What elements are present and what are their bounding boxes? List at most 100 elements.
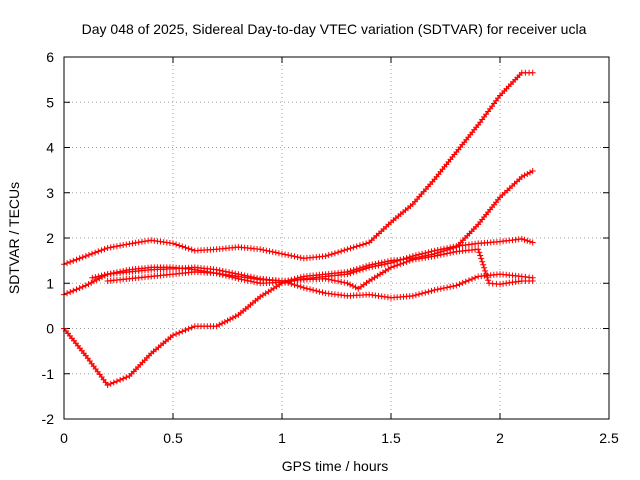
- data-point-marker: [409, 292, 416, 299]
- data-point-marker: [437, 285, 444, 292]
- data-point-marker: [472, 274, 479, 281]
- data-point-marker: [263, 247, 270, 254]
- data-point-marker: [79, 283, 86, 290]
- data-point-marker: [92, 249, 99, 256]
- data-point-marker: [70, 287, 77, 294]
- data-point-marker: [188, 246, 195, 253]
- data-point-marker: [297, 254, 304, 261]
- data-point-marker: [319, 289, 326, 296]
- y-tick-label: 3: [46, 185, 54, 201]
- x-tick-label: 1.5: [381, 430, 401, 446]
- data-point-marker: [73, 286, 80, 293]
- data-point-marker: [88, 279, 95, 286]
- y-tick-label: 0: [46, 321, 54, 337]
- data-point-marker: [107, 244, 114, 251]
- data-point-marker: [369, 263, 376, 270]
- data-point-marker: [403, 258, 410, 265]
- series-trace-5: [104, 246, 536, 292]
- data-point-marker: [462, 278, 469, 285]
- data-point-marker: [325, 252, 332, 259]
- data-point-marker: [524, 171, 531, 177]
- data-point-marker: [450, 243, 457, 250]
- data-point-marker: [356, 242, 363, 249]
- data-point-marker: [64, 290, 71, 297]
- data-point-marker: [412, 292, 419, 299]
- data-point-marker: [176, 329, 183, 336]
- data-point-marker: [123, 374, 130, 381]
- data-point-marker: [113, 243, 120, 250]
- data-point-marker: [372, 263, 379, 270]
- data-point-marker: [450, 249, 457, 256]
- series-trace-1: [61, 69, 536, 268]
- data-point-marker: [227, 316, 234, 323]
- plot-frame: [63, 56, 610, 420]
- data-point-marker: [422, 254, 429, 261]
- data-point-marker: [360, 266, 366, 273]
- data-point-marker: [456, 281, 463, 288]
- data-point-marker: [529, 239, 536, 246]
- data-point-marker: [322, 275, 329, 282]
- data-point-marker: [479, 258, 486, 265]
- data-point-marker: [484, 274, 491, 281]
- y-tick-label: -1: [42, 366, 55, 382]
- data-point-marker: [527, 238, 533, 245]
- data-point-marker: [120, 375, 127, 382]
- x-axis-label: GPS time / hours: [282, 458, 389, 474]
- data-point-marker: [294, 282, 301, 289]
- data-point-marker: [328, 251, 335, 258]
- data-point-marker: [434, 252, 441, 259]
- data-point-marker: [476, 249, 483, 256]
- data-point-marker: [279, 250, 285, 257]
- data-point-marker: [431, 247, 438, 254]
- data-point-marker: [285, 252, 292, 259]
- y-tick-label: 4: [46, 140, 54, 156]
- data-point-marker: [303, 285, 310, 292]
- data-point-marker: [378, 261, 385, 268]
- data-point-marker: [322, 253, 329, 260]
- data-point-marker: [232, 313, 239, 320]
- data-point-marker: [104, 245, 111, 251]
- data-point-marker: [363, 240, 370, 247]
- data-point-marker: [434, 286, 441, 293]
- data-point-marker: [475, 246, 482, 253]
- x-tick-label: 2.5: [599, 430, 619, 446]
- data-point-marker: [347, 245, 354, 252]
- data-point-marker: [82, 282, 89, 289]
- data-point-marker: [89, 274, 96, 281]
- data-point-marker: [266, 248, 273, 255]
- data-point-marker: [216, 321, 223, 328]
- data-point-marker: [76, 255, 83, 262]
- data-point-marker: [431, 287, 438, 293]
- y-tick-label: -2: [42, 411, 55, 427]
- data-point-marker: [478, 255, 485, 262]
- data-point-marker: [85, 251, 92, 258]
- data-point-marker: [527, 169, 533, 176]
- x-tick-label: 0: [60, 430, 68, 446]
- data-point-marker: [394, 262, 401, 269]
- data-point-marker: [425, 288, 432, 295]
- data-point-marker: [182, 327, 189, 334]
- data-point-marker: [79, 254, 86, 261]
- data-point-marker: [85, 281, 92, 288]
- data-point-marker: [92, 274, 99, 281]
- data-point-marker: [185, 325, 192, 332]
- data-point-marker: [447, 244, 454, 251]
- data-point-marker: [485, 277, 492, 284]
- y-tick-label: 5: [46, 94, 54, 110]
- data-point-marker: [483, 271, 490, 277]
- data-point-marker: [257, 246, 264, 253]
- data-point-marker: [437, 251, 444, 258]
- series-trace-3: [61, 235, 536, 389]
- data-point-marker: [213, 323, 220, 330]
- data-point-marker: [104, 382, 111, 389]
- data-point-marker: [344, 246, 351, 253]
- data-point-marker: [440, 285, 447, 292]
- data-point-marker: [173, 331, 180, 337]
- y-tick-label: 6: [46, 49, 54, 65]
- data-point-marker: [313, 287, 320, 294]
- data-point-marker: [428, 287, 435, 294]
- data-point-marker: [101, 271, 108, 278]
- data-point-marker: [275, 250, 282, 257]
- data-point-marker: [344, 280, 351, 287]
- data-point-marker: [188, 324, 195, 331]
